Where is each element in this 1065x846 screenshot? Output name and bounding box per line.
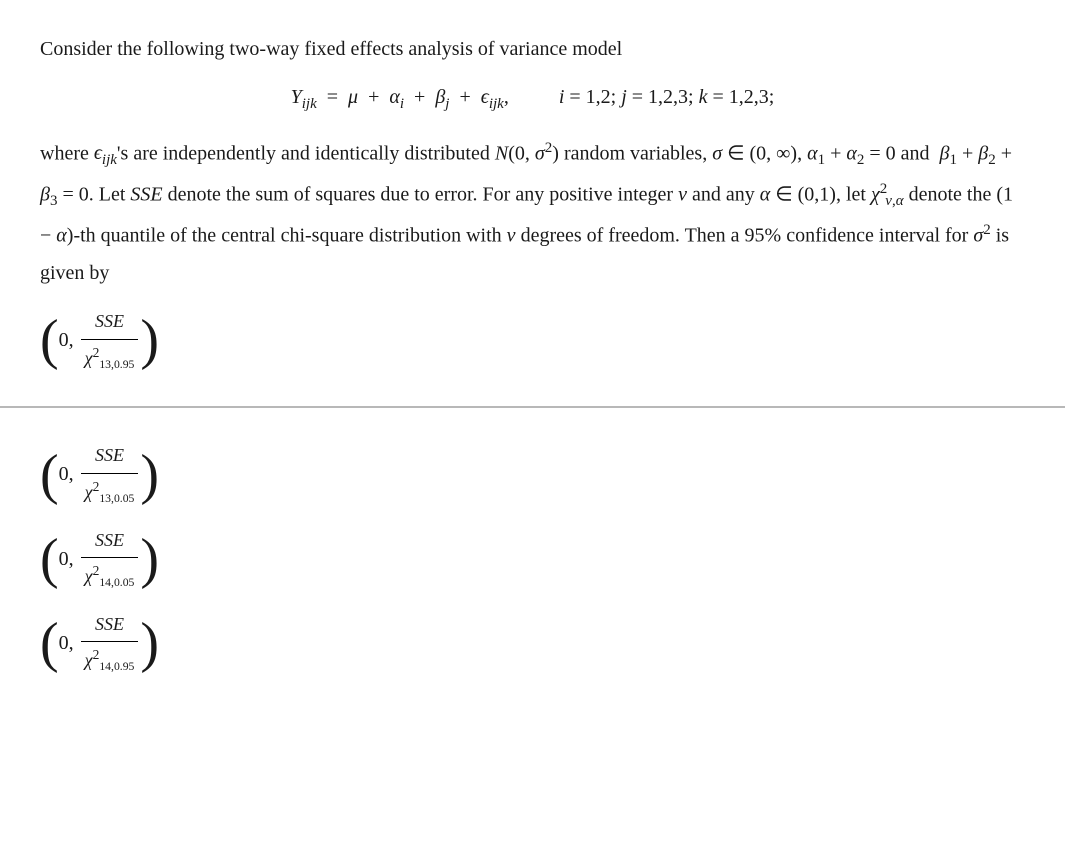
opt4-df: 14 bbox=[99, 660, 111, 673]
opt4-zero: 0, bbox=[59, 632, 74, 654]
opt3-alpha: 0.05 bbox=[114, 576, 134, 589]
option-2: (0, SSE χ213,0.05 ) bbox=[40, 438, 1025, 510]
opt3-zero: 0, bbox=[59, 548, 74, 570]
opt3-df: 14 bbox=[99, 576, 111, 589]
option-1: (0, SSE χ213,0.95 ) bbox=[40, 304, 1025, 376]
txt-rv: random variables, bbox=[559, 142, 712, 164]
nu-symbol2: ν bbox=[507, 224, 516, 246]
txt-denote2: denote the bbox=[904, 183, 997, 205]
opt1-zero: 0, bbox=[59, 329, 74, 351]
opt1-num: SSE bbox=[95, 311, 124, 331]
opt2-alpha: 0.05 bbox=[114, 492, 134, 505]
opt3-num: SSE bbox=[95, 530, 124, 550]
opt2-df: 13 bbox=[99, 492, 111, 505]
opt2-num: SSE bbox=[95, 445, 124, 465]
txt-let: . Let bbox=[89, 183, 131, 205]
problem-body: where ϵijk's are independently and ident… bbox=[40, 134, 1025, 293]
opt2-zero: 0, bbox=[59, 464, 74, 486]
section-divider bbox=[0, 406, 1065, 408]
txt-let2: , let bbox=[836, 183, 871, 205]
intro-text: Consider the following two-way fixed eff… bbox=[40, 38, 622, 60]
sse-symbol: SSE bbox=[130, 183, 162, 205]
opt1-alpha: 0.95 bbox=[114, 358, 134, 371]
opt4-alpha: 0.95 bbox=[114, 660, 134, 673]
nu-symbol: ν bbox=[678, 183, 687, 205]
txt-quantile: -th quantile of the central chi-square d… bbox=[73, 224, 506, 246]
txt-iid: are independently and identically distri… bbox=[128, 142, 495, 164]
opt4-num: SSE bbox=[95, 614, 124, 634]
txt-andany: and any bbox=[687, 183, 760, 205]
option-4: (0, SSE χ214,0.95 ) bbox=[40, 607, 1025, 679]
txt-dof: degrees of freedom. Then a 95% confidenc… bbox=[516, 224, 974, 246]
opt1-df: 13 bbox=[99, 358, 111, 371]
txt-and1: and bbox=[896, 142, 935, 164]
txt-where: where bbox=[40, 142, 94, 164]
problem-statement: Consider the following two-way fixed eff… bbox=[40, 30, 1025, 68]
option-3: (0, SSE χ214,0.05 ) bbox=[40, 523, 1025, 595]
txt-denote: denote the sum of squares due to error. … bbox=[163, 183, 678, 205]
main-equation: Yijk = μ + αi + βj + ϵijk, i = 1,2; j = … bbox=[40, 78, 1025, 119]
